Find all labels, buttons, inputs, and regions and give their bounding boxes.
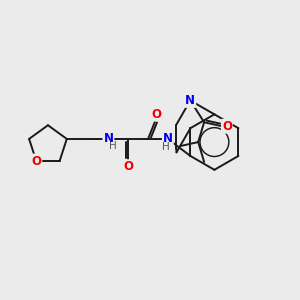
- Text: H: H: [162, 142, 170, 152]
- Text: O: O: [31, 154, 41, 168]
- Text: O: O: [151, 108, 161, 121]
- Text: O: O: [123, 160, 133, 173]
- Text: O: O: [222, 120, 232, 133]
- Text: N: N: [103, 132, 113, 146]
- Text: N: N: [185, 94, 195, 107]
- Text: N: N: [163, 132, 173, 146]
- Text: H: H: [110, 141, 117, 151]
